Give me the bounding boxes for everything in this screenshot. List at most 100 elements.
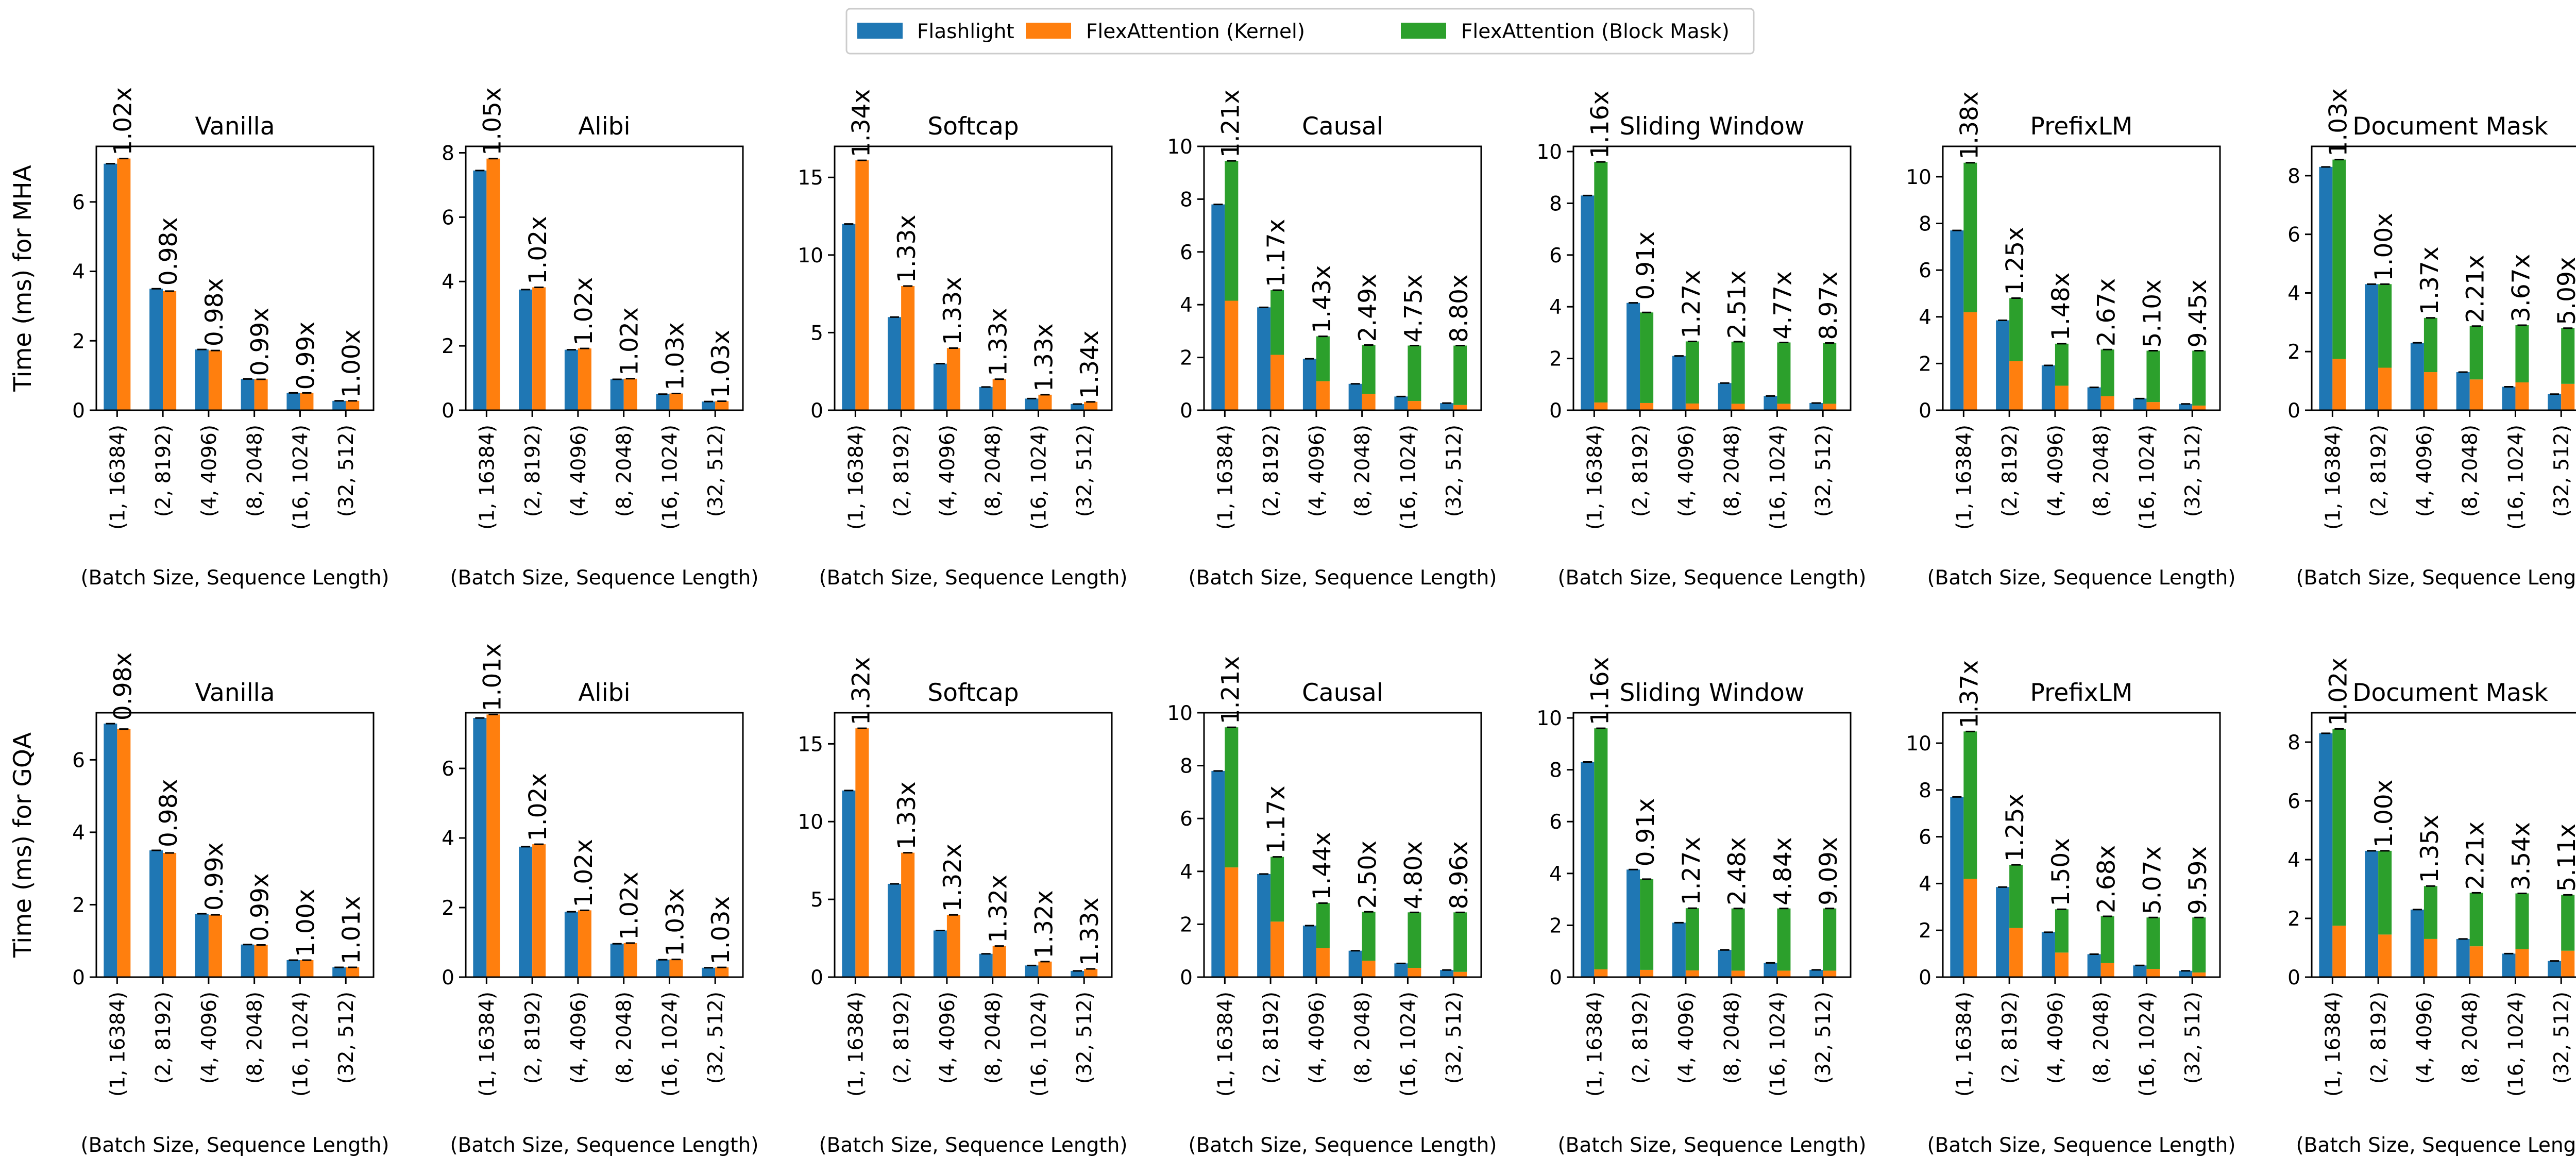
speedup-label-3: 1.27x bbox=[1677, 270, 1706, 338]
bar-flashlight-2 bbox=[888, 883, 902, 977]
speedup-label-4: 2.67x bbox=[2093, 278, 2121, 346]
speedup-label-6: 9.45x bbox=[2184, 279, 2212, 347]
bar-block-mask-4 bbox=[2100, 916, 2114, 963]
bar-block-mask-3 bbox=[2055, 909, 2069, 953]
x-tick-label-3: (4, 4096) bbox=[567, 425, 590, 517]
y-tick-label: 2 bbox=[2287, 341, 2300, 364]
x-axis-label: (Batch Size, Sequence Length) bbox=[1557, 1134, 1866, 1157]
bar-flashlight-3 bbox=[564, 349, 578, 410]
bar-kernel-3 bbox=[2424, 938, 2437, 977]
bar-block-mask-6 bbox=[1453, 345, 1467, 405]
legend-label-3: FlexAttention (Block Mask) bbox=[1461, 20, 1730, 43]
x-tick-label-5: (16, 1024) bbox=[1766, 992, 1789, 1097]
x-tick-label-6: (32, 512) bbox=[1073, 992, 1096, 1084]
bar-kernel-4 bbox=[2469, 379, 2483, 410]
panel-title: Sliding Window bbox=[1620, 679, 1805, 707]
y-tick-label: 0 bbox=[1549, 399, 1562, 423]
bar-block-mask-1 bbox=[1225, 161, 1239, 301]
bar-kernel-5 bbox=[2515, 382, 2529, 410]
x-tick-label-3: (4, 4096) bbox=[198, 992, 221, 1084]
y-tick-label: 2 bbox=[1180, 913, 1193, 936]
x-tick-label-2: (2, 8192) bbox=[152, 425, 175, 517]
bar-block-mask-6 bbox=[2192, 350, 2206, 406]
speedup-label-5: 5.07x bbox=[2138, 846, 2166, 914]
x-tick-label-6: (32, 512) bbox=[335, 425, 358, 517]
legend-label-2: FlexAttention (Kernel) bbox=[1086, 20, 1305, 43]
axes-frame bbox=[1572, 712, 1852, 978]
speedup-label-5: 1.03x bbox=[661, 888, 689, 956]
x-tick-label-3: (4, 4096) bbox=[2044, 992, 2067, 1084]
speedup-label-2: 1.02x bbox=[524, 773, 552, 841]
bar-block-mask-5 bbox=[2146, 917, 2160, 969]
x-tick-label-6: (32, 512) bbox=[2181, 992, 2205, 1084]
x-tick-label-4: (8, 2048) bbox=[613, 992, 636, 1084]
bar-block-mask-3 bbox=[2424, 317, 2437, 373]
bar-flashlight-3 bbox=[1672, 923, 1686, 977]
speedup-label-5: 3.54x bbox=[2507, 822, 2535, 890]
panel-r1-prefixlm: PrefixLM 0 2 4 6 8 10 1.38x (1, 16384) 1.25x (2, 8… bbox=[1906, 91, 2235, 590]
y-tick-label: 4 bbox=[1919, 873, 1931, 896]
x-tick-label-6: (32, 512) bbox=[704, 425, 727, 517]
bar-flashlight-6 bbox=[2548, 961, 2562, 977]
speedup-label-6: 9.09x bbox=[1815, 837, 1843, 905]
x-axis-label: (Batch Size, Sequence Length) bbox=[80, 1134, 389, 1157]
axes-frame bbox=[834, 712, 1113, 978]
bar-kernel-3 bbox=[208, 915, 222, 977]
bar-block-mask-5 bbox=[1408, 912, 1421, 968]
y-axis-label-row-1: Time (ms) for MHA bbox=[9, 165, 37, 392]
bar-flashlight-4 bbox=[241, 944, 255, 977]
bar-flashlight-2 bbox=[888, 317, 902, 410]
x-tick-label-1: (1, 16384) bbox=[2321, 992, 2345, 1097]
panel-title: Vanilla bbox=[195, 679, 275, 707]
speedup-label-6: 8.96x bbox=[1445, 841, 1473, 909]
speedup-label-3: 1.37x bbox=[2416, 246, 2444, 314]
bar-flashlight-5 bbox=[2133, 965, 2147, 977]
y-tick-label: 10 bbox=[1536, 707, 1562, 730]
bar-flashlight-5 bbox=[286, 960, 300, 977]
y-tick-label: 4 bbox=[442, 827, 454, 850]
bar-kernel-3 bbox=[2424, 372, 2437, 410]
speedup-label-1: 1.21x bbox=[1216, 90, 1245, 158]
y-tick-label: 5 bbox=[810, 888, 823, 912]
panel-title: Document Mask bbox=[2352, 112, 2548, 141]
y-tick-label: 0 bbox=[1549, 966, 1562, 989]
axes-frame bbox=[2311, 145, 2576, 411]
bar-flashlight-1 bbox=[1950, 230, 1964, 410]
bar-flashlight-6 bbox=[1809, 402, 1823, 410]
bar-kernel-5 bbox=[2515, 949, 2529, 977]
bar-flashlight-5 bbox=[1764, 396, 1777, 410]
y-tick-label: 6 bbox=[1549, 244, 1562, 267]
y-tick-label: 2 bbox=[1180, 347, 1193, 370]
axes-frame bbox=[1572, 145, 1852, 411]
bar-block-mask-4 bbox=[1731, 908, 1745, 971]
speedup-label-4: 2.49x bbox=[1354, 274, 1382, 342]
speedup-label-5: 4.84x bbox=[1769, 837, 1797, 905]
x-tick-label-2: (2, 8192) bbox=[1629, 992, 1652, 1084]
bar-kernel-2 bbox=[532, 844, 546, 977]
bar-flashlight-3 bbox=[1672, 356, 1686, 410]
speedup-label-2: 1.00x bbox=[2370, 779, 2398, 847]
x-tick-label-2: (2, 8192) bbox=[890, 425, 913, 517]
bar-kernel-2 bbox=[901, 852, 915, 977]
y-tick-label: 0 bbox=[1919, 966, 1931, 989]
speedup-label-2: 0.98x bbox=[155, 779, 183, 847]
speedup-label-1: 0.98x bbox=[109, 652, 137, 720]
speedup-label-1: 1.37x bbox=[1955, 660, 1984, 728]
x-tick-label-5: (16, 1024) bbox=[2136, 425, 2159, 530]
legend-swatch-1 bbox=[857, 23, 903, 39]
speedup-label-4: 0.99x bbox=[246, 308, 275, 376]
bar-block-mask-1 bbox=[1594, 728, 1608, 969]
panel-r1-alibi: Alibi 0 2 4 6 8 1.05x (1, 16384) 1.02x (2, 8192) 1… bbox=[442, 87, 758, 590]
speedup-label-3: 1.43x bbox=[1308, 265, 1336, 333]
bar-flashlight-2 bbox=[519, 289, 533, 410]
bar-flashlight-4 bbox=[1718, 950, 1732, 977]
bar-kernel-4 bbox=[254, 945, 268, 977]
panel-r1-softcap: Softcap 0 5 10 15 1.34x (1, 16384) 1.33x (2, 819… bbox=[798, 89, 1127, 590]
y-tick-label: 8 bbox=[1180, 188, 1193, 211]
panel-title: Vanilla bbox=[195, 112, 275, 141]
bar-flashlight-6 bbox=[2548, 394, 2562, 410]
bar-kernel-1 bbox=[2332, 926, 2346, 977]
bar-block-mask-5 bbox=[1777, 908, 1791, 971]
speedup-label-5: 1.03x bbox=[661, 322, 689, 390]
bar-flashlight-3 bbox=[2410, 909, 2424, 977]
